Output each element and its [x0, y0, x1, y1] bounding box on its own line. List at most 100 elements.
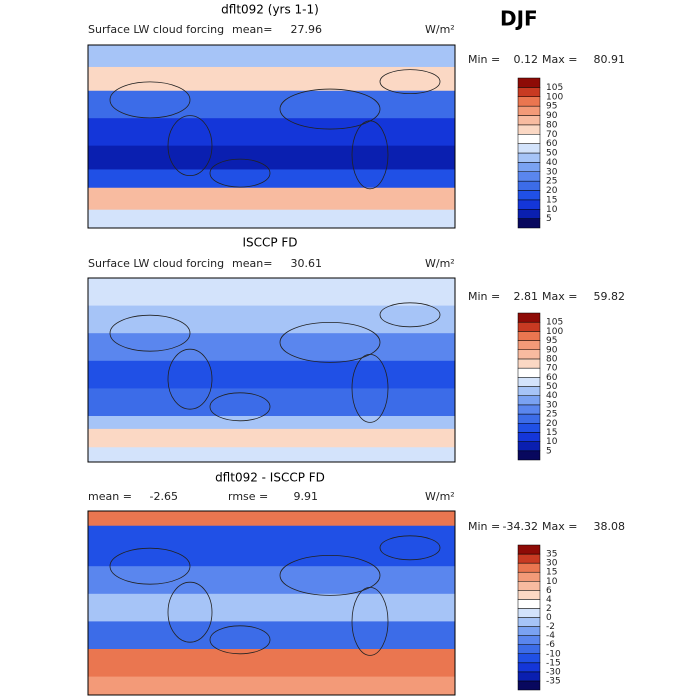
colorbar-label: -30 — [546, 667, 561, 677]
colorbar-box — [517, 590, 541, 600]
colorbar-label: 30 — [546, 559, 558, 569]
map-frame — [87, 44, 456, 229]
continent — [279, 321, 381, 363]
colorbar-label: 40 — [546, 391, 558, 401]
colorbar-box — [517, 321, 541, 332]
colorbar-label: 90 — [546, 345, 558, 355]
colorbar-label: 4 — [546, 595, 552, 605]
continent — [109, 547, 191, 585]
map-band — [88, 66, 455, 92]
units: W/m² — [425, 257, 455, 270]
colorbar-box — [517, 143, 541, 154]
colorbar-box — [517, 199, 541, 210]
colorbar-label: 10 — [546, 577, 558, 587]
colorbar-box — [517, 171, 541, 182]
colorbar-box — [517, 115, 541, 126]
continent — [209, 625, 271, 655]
colorbar-box — [517, 413, 541, 424]
colorbar-label: 20 — [546, 186, 558, 196]
map-band — [88, 566, 455, 595]
colorbar-box — [517, 404, 541, 415]
min-value: 0.12 — [514, 53, 539, 66]
colorbar-box — [517, 626, 541, 636]
colorbar-label: 60 — [546, 373, 558, 383]
field-label: Surface LW cloud forcing — [88, 257, 224, 270]
map-band — [88, 388, 455, 417]
continent — [109, 81, 191, 119]
map-band — [88, 428, 455, 449]
colorbar-box — [517, 367, 541, 378]
continent — [109, 314, 191, 352]
stat-label: mean= — [232, 257, 272, 270]
map-band — [88, 333, 455, 362]
colorbar-box — [517, 553, 541, 564]
colorbar-box — [517, 562, 541, 573]
colorbar-box — [517, 450, 541, 461]
colorbar-box — [517, 653, 541, 664]
colorbar-label: 60 — [546, 139, 558, 149]
colorbar-label: 40 — [546, 158, 558, 168]
continent — [351, 120, 389, 190]
colorbar-box — [517, 617, 541, 627]
colorbar-box — [517, 571, 541, 582]
continent — [209, 158, 271, 188]
stat-label: mean = — [88, 490, 132, 503]
colorbar-box — [517, 680, 541, 691]
colorbar-label: 80 — [546, 354, 558, 364]
colorbar-box — [517, 312, 541, 323]
map-frame — [87, 277, 456, 463]
colorbar-box — [517, 340, 541, 350]
colorbar-box — [517, 358, 541, 369]
colorbar-box — [517, 423, 541, 433]
continent — [167, 115, 213, 177]
colorbar-label: 6 — [546, 586, 552, 596]
colorbar-box — [517, 644, 541, 654]
continent — [379, 535, 441, 561]
map-band — [88, 145, 455, 171]
colorbar-label: 80 — [546, 120, 558, 130]
continent — [279, 88, 381, 130]
colorbar-label: 20 — [546, 419, 558, 429]
colorbar-box — [517, 190, 541, 201]
colorbar-label: 50 — [546, 149, 558, 159]
stat-value: 9.91 — [294, 490, 319, 503]
min-value: 2.81 — [514, 290, 539, 303]
colorbar-box — [517, 608, 541, 618]
colorbar-box — [517, 209, 541, 219]
colorbar-label: -10 — [546, 649, 561, 659]
continent — [379, 69, 441, 94]
map-band — [88, 447, 455, 462]
colorbar-label: -4 — [546, 631, 555, 641]
colorbar-box — [517, 581, 541, 591]
map-band — [88, 511, 455, 527]
colorbar-label: 2 — [546, 604, 552, 614]
map — [88, 278, 455, 462]
colorbar-box — [517, 218, 541, 229]
colorbar-box — [517, 77, 541, 88]
max-label: Max = — [542, 290, 577, 303]
colorbar-label: 15 — [546, 568, 557, 578]
colorbar-box — [517, 544, 541, 555]
map-band — [88, 416, 455, 430]
colorbar-label: 30 — [546, 400, 558, 410]
colorbar-box — [517, 599, 541, 609]
colorbar-box — [517, 432, 541, 442]
colorbar-box — [517, 152, 541, 163]
colorbar-label: 30 — [546, 167, 558, 177]
panel-title: dflt092 - ISCCP FD — [215, 471, 325, 485]
units: W/m² — [425, 490, 455, 503]
season-title: DJF — [500, 7, 538, 31]
continent — [351, 353, 389, 423]
colorbar-box — [517, 377, 541, 387]
colorbar-box — [517, 124, 541, 135]
colorbar-label: 15 — [546, 195, 557, 205]
continent — [379, 302, 441, 328]
colorbar-label: -2 — [546, 622, 555, 632]
map-band — [88, 305, 455, 335]
min-value: -34.32 — [503, 520, 538, 533]
colorbar-box — [517, 662, 541, 673]
colorbar-label: 105 — [546, 83, 563, 93]
colorbar-box — [517, 671, 541, 682]
map-band — [88, 278, 455, 307]
panel-title: ISCCP FD — [242, 236, 297, 250]
